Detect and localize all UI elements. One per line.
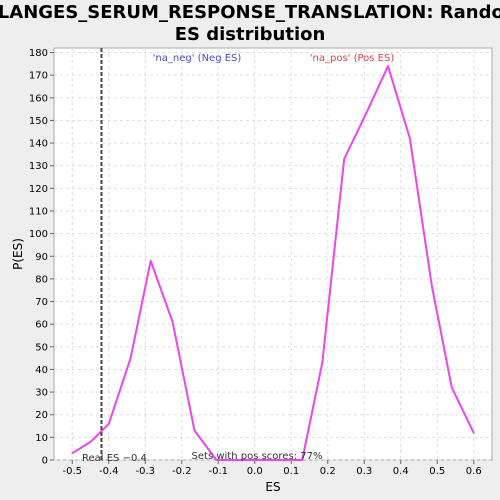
series-point bbox=[321, 361, 324, 364]
y-axis-ticks: 0 10 20 30 40 50 60 70 80 90 100 110 120 130 140 150 160… bbox=[29, 48, 54, 467]
plot-area bbox=[53, 47, 493, 461]
series-point bbox=[301, 459, 304, 461]
series-point bbox=[171, 321, 174, 323]
chart-title-line-2: ES distribution bbox=[175, 24, 326, 45]
x-tick-label: 0.0 bbox=[247, 466, 263, 477]
sets-pos-scores-label: Sets with pos scores: 77% bbox=[192, 451, 323, 462]
y-tick-label: 70 bbox=[35, 297, 48, 308]
x-tick-label: -0.5 bbox=[62, 466, 82, 477]
y-tick-label: 20 bbox=[35, 410, 48, 421]
y-tick-label: 80 bbox=[35, 274, 48, 285]
x-tick-label: 0.5 bbox=[429, 466, 445, 477]
series-point bbox=[129, 357, 132, 359]
series-point bbox=[89, 441, 92, 443]
y-tick-label: 120 bbox=[29, 184, 48, 195]
y-tick-label: 50 bbox=[35, 342, 48, 353]
y-tick-label: 30 bbox=[35, 388, 48, 399]
y-tick-label: 10 bbox=[35, 433, 48, 444]
real-es-label: Real ES −0.4 bbox=[82, 453, 147, 464]
series-point bbox=[107, 422, 110, 425]
y-tick-label: 150 bbox=[29, 116, 48, 127]
series-point bbox=[387, 65, 389, 67]
x-tick-label: -0.1 bbox=[208, 466, 228, 477]
pos-es-label: 'na_pos' (Pos ES) bbox=[310, 53, 395, 64]
y-tick-label: 40 bbox=[35, 365, 48, 376]
series-point bbox=[343, 158, 345, 160]
x-axis-label: ES bbox=[265, 480, 280, 494]
series-point bbox=[71, 452, 74, 455]
x-tick-label: 0.3 bbox=[356, 466, 372, 477]
x-tick-label: 0.4 bbox=[393, 466, 409, 477]
grid-lines bbox=[54, 48, 492, 461]
series-point bbox=[451, 386, 453, 389]
series-point bbox=[149, 259, 152, 262]
x-tick-label: -0.4 bbox=[99, 466, 119, 477]
series-point bbox=[215, 459, 218, 461]
chart-title-line-1: BILANGES_SERUM_RESPONSE_TRANSLATION: Ran… bbox=[0, 2, 500, 23]
series-point bbox=[472, 432, 475, 434]
series-layer bbox=[71, 65, 475, 461]
x-tick-label: -0.2 bbox=[172, 466, 192, 477]
series-point bbox=[365, 112, 367, 115]
x-tick-label: -0.3 bbox=[135, 466, 155, 477]
y-tick-label: 90 bbox=[35, 252, 48, 263]
x-axis-ticks: -0.5 -0.4 -0.3 -0.2 -0.1 0.0 0.1 0.2 0.3 0.4 0.5 0.… bbox=[62, 460, 482, 477]
x-tick-label: 0.6 bbox=[466, 466, 482, 477]
x-tick-label: 0.2 bbox=[320, 466, 336, 477]
y-tick-label: 140 bbox=[29, 139, 48, 150]
series-point bbox=[193, 429, 196, 432]
series-point bbox=[409, 137, 411, 140]
y-tick-label: 170 bbox=[29, 71, 48, 82]
y-tick-label: 130 bbox=[29, 161, 48, 172]
y-tick-label: 110 bbox=[29, 206, 48, 217]
y-tick-label: 160 bbox=[29, 93, 48, 104]
y-tick-label: 180 bbox=[29, 48, 48, 59]
y-tick-label: 0 bbox=[42, 456, 48, 467]
x-tick-label: 0.1 bbox=[283, 466, 299, 477]
series-point bbox=[430, 284, 433, 287]
y-tick-label: 60 bbox=[35, 320, 48, 331]
neg-es-label: 'na_neg' (Neg ES) bbox=[153, 53, 242, 64]
y-tick-label: 100 bbox=[29, 229, 48, 240]
y-axis-label: P(ES) bbox=[11, 238, 25, 270]
